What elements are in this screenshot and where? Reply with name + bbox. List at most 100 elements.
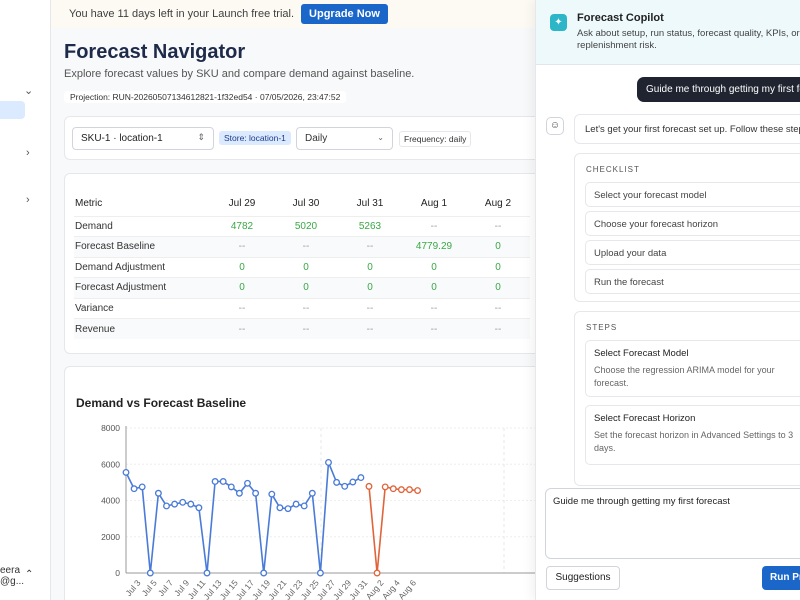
data-point bbox=[316, 569, 324, 577]
table-cell: 0 bbox=[466, 277, 530, 298]
data-point bbox=[341, 482, 349, 490]
copilot-header: ✦ Forecast Copilot Ask about setup, run … bbox=[536, 0, 800, 65]
column-header: Metric bbox=[75, 197, 103, 209]
x-tick-label: Aug 6 bbox=[396, 578, 418, 600]
data-point bbox=[381, 483, 389, 491]
table-cell: 0 bbox=[367, 261, 373, 273]
steps-label: STEPS bbox=[586, 323, 618, 332]
suggestions-button[interactable]: Suggestions bbox=[546, 566, 620, 590]
table-cell: -- bbox=[238, 302, 246, 314]
bot-message: Let's get your first forecast set up. Fo… bbox=[574, 114, 800, 144]
x-tick-label: Jul 5 bbox=[140, 578, 159, 598]
data-point bbox=[260, 569, 268, 577]
table-cell: 0 bbox=[338, 277, 402, 298]
message-input[interactable]: Guide me through getting my first foreca… bbox=[545, 488, 800, 559]
checklist-item[interactable]: Choose your forecast horizon bbox=[585, 211, 800, 236]
data-point bbox=[227, 483, 235, 491]
column-header: Jul 29 bbox=[228, 197, 256, 209]
data-point bbox=[187, 500, 195, 508]
table-cell: 0 bbox=[303, 261, 309, 273]
chevron-right-icon[interactable]: › bbox=[26, 194, 30, 206]
run-prompt-button[interactable]: Run Pr bbox=[762, 566, 800, 590]
data-point bbox=[414, 487, 422, 494]
data-point bbox=[397, 486, 405, 494]
data-point bbox=[292, 500, 300, 508]
table-cell: Forecast Adjustment bbox=[74, 277, 210, 298]
user-message: Guide me through getting my first foreca… bbox=[637, 77, 800, 102]
frequency-chip: Frequency: daily bbox=[399, 131, 472, 147]
table-cell: Demand bbox=[75, 220, 113, 232]
table-cell: Demand Adjustment bbox=[75, 261, 166, 273]
period-select-value: Daily bbox=[305, 133, 328, 144]
table-cell: 4782 bbox=[230, 220, 254, 232]
step-description: Choose the regression ARIMA model for yo… bbox=[594, 365, 775, 388]
step-title: Select Forecast Model bbox=[594, 348, 689, 359]
y-tick-label: 6000 bbox=[101, 459, 120, 469]
data-point bbox=[138, 483, 146, 491]
sku-select[interactable]: SKU-1 · location-1 ⇕ bbox=[72, 127, 214, 150]
data-point bbox=[235, 489, 243, 497]
y-tick-label: 8000 bbox=[101, 423, 120, 433]
data-point bbox=[406, 486, 413, 494]
data-point bbox=[300, 502, 308, 510]
sparkle-icon: ✦ bbox=[550, 14, 567, 31]
table-row: Variance -- -- -- -- -- bbox=[74, 298, 530, 319]
copilot-description: Ask about setup, run status, forecast qu… bbox=[577, 28, 800, 51]
user-profile[interactable]: eera @g... bbox=[0, 565, 24, 587]
table-cell: 0 bbox=[431, 261, 437, 273]
projection-badge: Projection: RUN-20260507134612821-1f32ed… bbox=[64, 91, 347, 103]
data-point bbox=[284, 505, 292, 513]
column-header: Jul 30 bbox=[292, 197, 320, 209]
chevron-down-icon[interactable]: ⌄ bbox=[24, 85, 34, 97]
column-header: Aug 2 bbox=[484, 197, 512, 209]
main-content: You have 11 days left in your Launch fre… bbox=[51, 0, 800, 600]
table-row: Forecast Adjustment 0 0 0 0 0 bbox=[74, 277, 530, 298]
table-cell: -- bbox=[402, 318, 466, 339]
data-point bbox=[325, 458, 332, 466]
table-cell: 0 bbox=[466, 236, 530, 257]
data-point bbox=[211, 478, 219, 485]
table-cell: -- bbox=[366, 302, 374, 314]
step-item[interactable]: Select Forecast Horizon Set the forecast… bbox=[585, 405, 800, 465]
data-point bbox=[130, 485, 138, 493]
bot-icon: ☺ bbox=[546, 117, 564, 135]
data-point bbox=[163, 502, 170, 510]
trial-text: You have 11 days left in your Launch fre… bbox=[69, 8, 295, 20]
data-point bbox=[389, 485, 397, 493]
table-cell: -- bbox=[274, 318, 338, 339]
table-cell: 0 bbox=[274, 277, 338, 298]
data-point bbox=[349, 478, 357, 486]
checklist-item[interactable]: Run the forecast bbox=[585, 269, 800, 294]
table-cell: 0 bbox=[402, 277, 466, 298]
upgrade-now-button[interactable]: Upgrade Now bbox=[301, 4, 388, 24]
step-title: Select Forecast Horizon bbox=[594, 413, 696, 424]
table-cell: -- bbox=[430, 220, 438, 232]
step-item[interactable]: Select Forecast Model Choose the regress… bbox=[585, 340, 800, 397]
period-select[interactable]: Daily ⌄ bbox=[296, 127, 393, 150]
checklist-label: CHECKLIST bbox=[586, 165, 640, 174]
data-point bbox=[146, 569, 154, 577]
table-cell: 0 bbox=[495, 261, 501, 273]
chevron-right-icon[interactable]: › bbox=[26, 147, 30, 159]
table-row: Revenue -- -- -- -- -- bbox=[74, 318, 530, 339]
data-point bbox=[219, 478, 227, 485]
chart-title: Demand vs Forecast Baseline bbox=[76, 396, 247, 410]
sidebar-active-item[interactable] bbox=[0, 101, 25, 119]
table-cell: 0 bbox=[239, 261, 245, 273]
table-cell: -- bbox=[302, 302, 310, 314]
sku-select-value: SKU-1 · location-1 bbox=[81, 133, 163, 144]
sidebar: ⌄ › › eera @g... ⌃ bbox=[0, 0, 51, 600]
filter-bar: SKU-1 · location-1 ⇕ Store: location-1 D… bbox=[64, 116, 544, 160]
data-point bbox=[333, 478, 341, 486]
checklist-item[interactable]: Select your forecast model bbox=[585, 182, 800, 207]
checklist-item[interactable]: Upload your data bbox=[585, 240, 800, 265]
table-cell: 4779.29 bbox=[402, 236, 466, 257]
chevron-updown-icon[interactable]: ⌃ bbox=[25, 569, 34, 580]
y-tick-label: 0 bbox=[115, 568, 120, 578]
data-point bbox=[365, 482, 373, 490]
series-line bbox=[368, 485, 418, 574]
table-cell: Variance bbox=[75, 302, 114, 314]
table-row: Forecast Baseline -- -- -- 4779.29 0 bbox=[74, 236, 530, 257]
table-cell: Forecast Baseline bbox=[74, 236, 210, 257]
